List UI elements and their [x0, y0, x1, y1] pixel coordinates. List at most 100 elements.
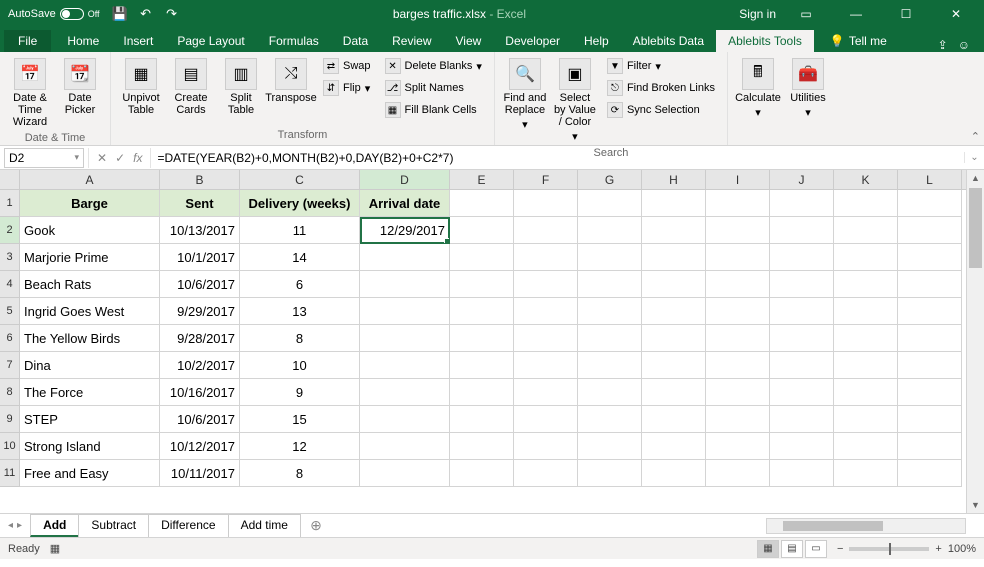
split-table-button[interactable]: ▥Split Table: [217, 54, 265, 120]
cell-A1[interactable]: Barge: [20, 190, 160, 217]
cell-B2[interactable]: 10/13/2017: [160, 217, 240, 244]
tab-ablebits-tools[interactable]: Ablebits Tools: [716, 30, 814, 52]
cell-D10[interactable]: [360, 433, 450, 460]
scroll-up-icon[interactable]: ▲: [967, 170, 984, 186]
sync-selection-button[interactable]: ⟳Sync Selection: [605, 100, 717, 120]
cell-H3[interactable]: [642, 244, 706, 271]
cell-J5[interactable]: [770, 298, 834, 325]
cell-D9[interactable]: [360, 406, 450, 433]
cell-E5[interactable]: [450, 298, 514, 325]
cell-G8[interactable]: [578, 379, 642, 406]
column-header-K[interactable]: K: [834, 170, 898, 189]
cell-L10[interactable]: [898, 433, 962, 460]
cell-I1[interactable]: [706, 190, 770, 217]
cell-H11[interactable]: [642, 460, 706, 487]
cell-C11[interactable]: 8: [240, 460, 360, 487]
cell-H8[interactable]: [642, 379, 706, 406]
cell-J8[interactable]: [770, 379, 834, 406]
create-cards-button[interactable]: ▤Create Cards: [167, 54, 215, 120]
cell-G3[interactable]: [578, 244, 642, 271]
cell-G9[interactable]: [578, 406, 642, 433]
column-header-B[interactable]: B: [160, 170, 240, 189]
cell-B9[interactable]: 10/6/2017: [160, 406, 240, 433]
column-header-E[interactable]: E: [450, 170, 514, 189]
tab-file[interactable]: File: [4, 30, 51, 52]
cell-A6[interactable]: The Yellow Birds: [20, 325, 160, 352]
view-page-break-button[interactable]: ▭: [805, 540, 827, 558]
undo-icon[interactable]: ↶: [138, 6, 154, 22]
maximize-icon[interactable]: ☐: [886, 0, 926, 28]
cell-B1[interactable]: Sent: [160, 190, 240, 217]
cell-K7[interactable]: [834, 352, 898, 379]
cell-L4[interactable]: [898, 271, 962, 298]
cell-D1[interactable]: Arrival date: [360, 190, 450, 217]
tab-pagelayout[interactable]: Page Layout: [165, 30, 256, 52]
cell-H10[interactable]: [642, 433, 706, 460]
cell-C7[interactable]: 10: [240, 352, 360, 379]
cell-F5[interactable]: [514, 298, 578, 325]
cell-I7[interactable]: [706, 352, 770, 379]
cell-D5[interactable]: [360, 298, 450, 325]
autosave-switch-icon[interactable]: [60, 8, 84, 20]
row-header[interactable]: 10: [0, 433, 20, 460]
cell-K5[interactable]: [834, 298, 898, 325]
cell-I4[interactable]: [706, 271, 770, 298]
cell-H1[interactable]: [642, 190, 706, 217]
cell-L11[interactable]: [898, 460, 962, 487]
column-header-L[interactable]: L: [898, 170, 962, 189]
cell-G6[interactable]: [578, 325, 642, 352]
cell-G7[interactable]: [578, 352, 642, 379]
row-header[interactable]: 2: [0, 217, 20, 244]
expand-formula-bar-icon[interactable]: ⌄: [964, 152, 984, 163]
cell-C6[interactable]: 8: [240, 325, 360, 352]
swap-button[interactable]: ⇄Swap: [321, 56, 373, 76]
cell-I3[interactable]: [706, 244, 770, 271]
cell-C10[interactable]: 12: [240, 433, 360, 460]
cell-I10[interactable]: [706, 433, 770, 460]
cell-F9[interactable]: [514, 406, 578, 433]
row-header[interactable]: 11: [0, 460, 20, 487]
date-time-wizard-button[interactable]: 📅Date & Time Wizard: [6, 54, 54, 132]
cell-K8[interactable]: [834, 379, 898, 406]
cell-F10[interactable]: [514, 433, 578, 460]
row-header[interactable]: 8: [0, 379, 20, 406]
cell-B11[interactable]: 10/11/2017: [160, 460, 240, 487]
cell-B10[interactable]: 10/12/2017: [160, 433, 240, 460]
cell-D11[interactable]: [360, 460, 450, 487]
zoom-slider[interactable]: [849, 547, 929, 551]
cell-H9[interactable]: [642, 406, 706, 433]
sheet-tab-add[interactable]: Add: [30, 514, 79, 537]
select-by-button[interactable]: ▣Select by Value / Color▾: [551, 54, 599, 147]
cell-A10[interactable]: Strong Island: [20, 433, 160, 460]
column-header-C[interactable]: C: [240, 170, 360, 189]
cell-L3[interactable]: [898, 244, 962, 271]
view-page-layout-button[interactable]: ▤: [781, 540, 803, 558]
hscroll-thumb[interactable]: [783, 521, 883, 531]
cell-J10[interactable]: [770, 433, 834, 460]
cell-A2[interactable]: Gook: [20, 217, 160, 244]
cell-C5[interactable]: 13: [240, 298, 360, 325]
cell-I9[interactable]: [706, 406, 770, 433]
cell-J6[interactable]: [770, 325, 834, 352]
row-header[interactable]: 7: [0, 352, 20, 379]
save-icon[interactable]: 💾: [112, 6, 128, 22]
cell-E3[interactable]: [450, 244, 514, 271]
tab-formulas[interactable]: Formulas: [257, 30, 331, 52]
cell-B4[interactable]: 10/6/2017: [160, 271, 240, 298]
cell-A11[interactable]: Free and Easy: [20, 460, 160, 487]
signin-link[interactable]: Sign in: [739, 7, 776, 21]
tab-help[interactable]: Help: [572, 30, 621, 52]
cell-K4[interactable]: [834, 271, 898, 298]
cell-I5[interactable]: [706, 298, 770, 325]
cell-C3[interactable]: 14: [240, 244, 360, 271]
cell-L1[interactable]: [898, 190, 962, 217]
cell-J7[interactable]: [770, 352, 834, 379]
cell-E11[interactable]: [450, 460, 514, 487]
cell-G5[interactable]: [578, 298, 642, 325]
column-header-J[interactable]: J: [770, 170, 834, 189]
cell-E2[interactable]: [450, 217, 514, 244]
cell-D4[interactable]: [360, 271, 450, 298]
cell-C2[interactable]: 11: [240, 217, 360, 244]
minimize-icon[interactable]: —: [836, 0, 876, 28]
row-header[interactable]: 1: [0, 190, 20, 217]
